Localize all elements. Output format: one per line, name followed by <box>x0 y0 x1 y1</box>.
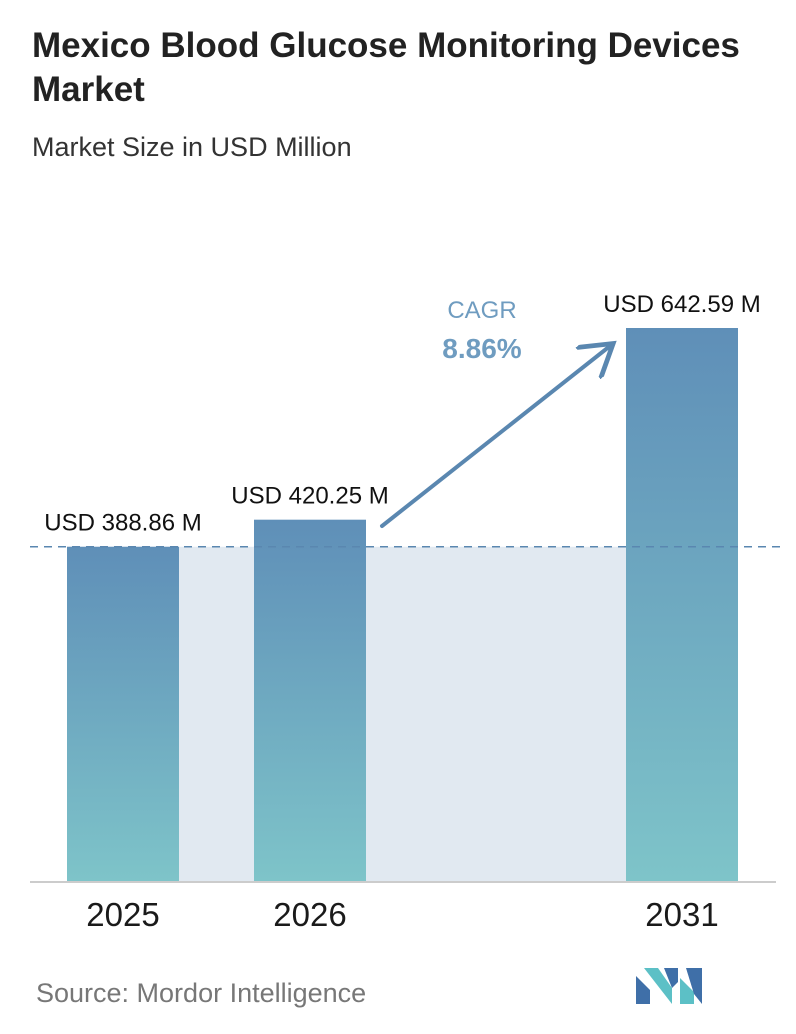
mordor-intelligence-logo-icon <box>636 968 702 1004</box>
x-tick-label-2031: 2031 <box>645 896 718 933</box>
chart-title: Mexico Blood Glucose Monitoring Devices … <box>32 26 740 109</box>
data-label-2026: USD 420.25 M <box>231 483 388 510</box>
cagr-value: 8.86% <box>442 333 521 364</box>
cagr-label: CAGR <box>447 297 516 324</box>
bar-chart: USD 388.86 M USD 420.25 M USD 642.59 M 202… <box>30 291 780 933</box>
bar-2025 <box>67 546 179 882</box>
data-label-2025: USD 388.86 M <box>44 510 201 537</box>
x-tick-label-2025: 2025 <box>86 896 159 933</box>
cagr-arrow <box>380 346 610 528</box>
chart-subtitle: Market Size in USD Million <box>32 132 352 162</box>
bar-2026 <box>254 519 366 882</box>
source-note: Source: Mordor Intelligence <box>36 978 367 1008</box>
x-tick-label-2026: 2026 <box>273 896 346 933</box>
bar-2031 <box>626 328 738 882</box>
data-label-2031: USD 642.59 M <box>603 291 760 318</box>
